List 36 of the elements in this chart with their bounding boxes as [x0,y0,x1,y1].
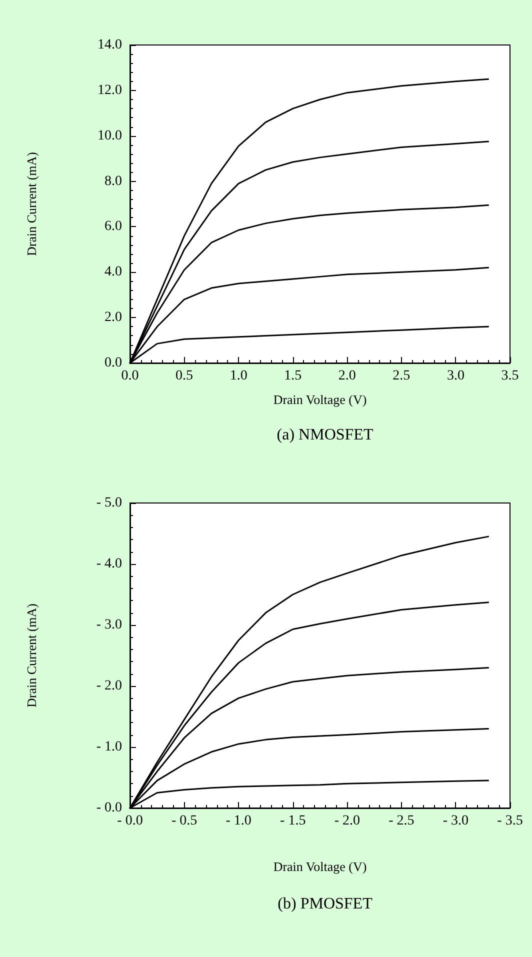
y-tick-label: - 5.0 [96,496,122,510]
y-axis-title: Drain Current (mA) [24,152,39,256]
y-tick-label: 6.0 [104,219,122,234]
x-tick-label: 0.0 [121,368,139,384]
y-tick-label: 10.0 [98,128,122,144]
y-tick-label: - 1.0 [96,740,122,754]
x-tick-label: - 3.0 [442,814,469,828]
y-tick-label: 2.0 [104,310,122,326]
y-tick-label: 14.0 [98,38,122,52]
x-tick-label: 3.5 [501,368,519,384]
x-tick-label: - 1.5 [280,814,306,828]
x-tick-label: 2.5 [392,368,410,384]
y-tick-label: 4.0 [104,264,122,280]
y-tick-label: - 3.0 [96,618,122,632]
x-tick-label: - 3.5 [497,814,523,828]
x-tick-label: 1.0 [230,368,248,384]
x-tick-label: 1.5 [284,368,302,384]
y-tick-label: - 4.0 [96,556,122,572]
x-tick-label: - 1.0 [226,814,252,828]
x-tick-label: - 0.0 [117,814,143,828]
y-axis-title: Drain Current (mA) [24,604,39,708]
x-tick-label: - 0.5 [171,814,198,828]
y-tick-label: - 2.0 [96,678,122,694]
x-tick-label: - 2.0 [334,814,360,828]
x-tick-label: 2.0 [338,368,356,384]
x-tick-label: 0.5 [176,368,194,384]
x-axis-title: Drain Voltage (V) [273,859,367,874]
x-tick-label: - 2.5 [388,814,414,828]
x-axis-title: Drain Voltage (V) [273,392,367,407]
text: (b) PMOSFET [278,896,373,912]
text: (a) NMOSFET [276,426,374,444]
y-tick-label: 0.0 [104,356,122,370]
y-tick-label: 8.0 [104,174,122,189]
y-tick-label: - 0.0 [96,800,122,816]
y-tick-label: 12.0 [98,82,122,98]
x-tick-label: 3.0 [446,368,464,384]
